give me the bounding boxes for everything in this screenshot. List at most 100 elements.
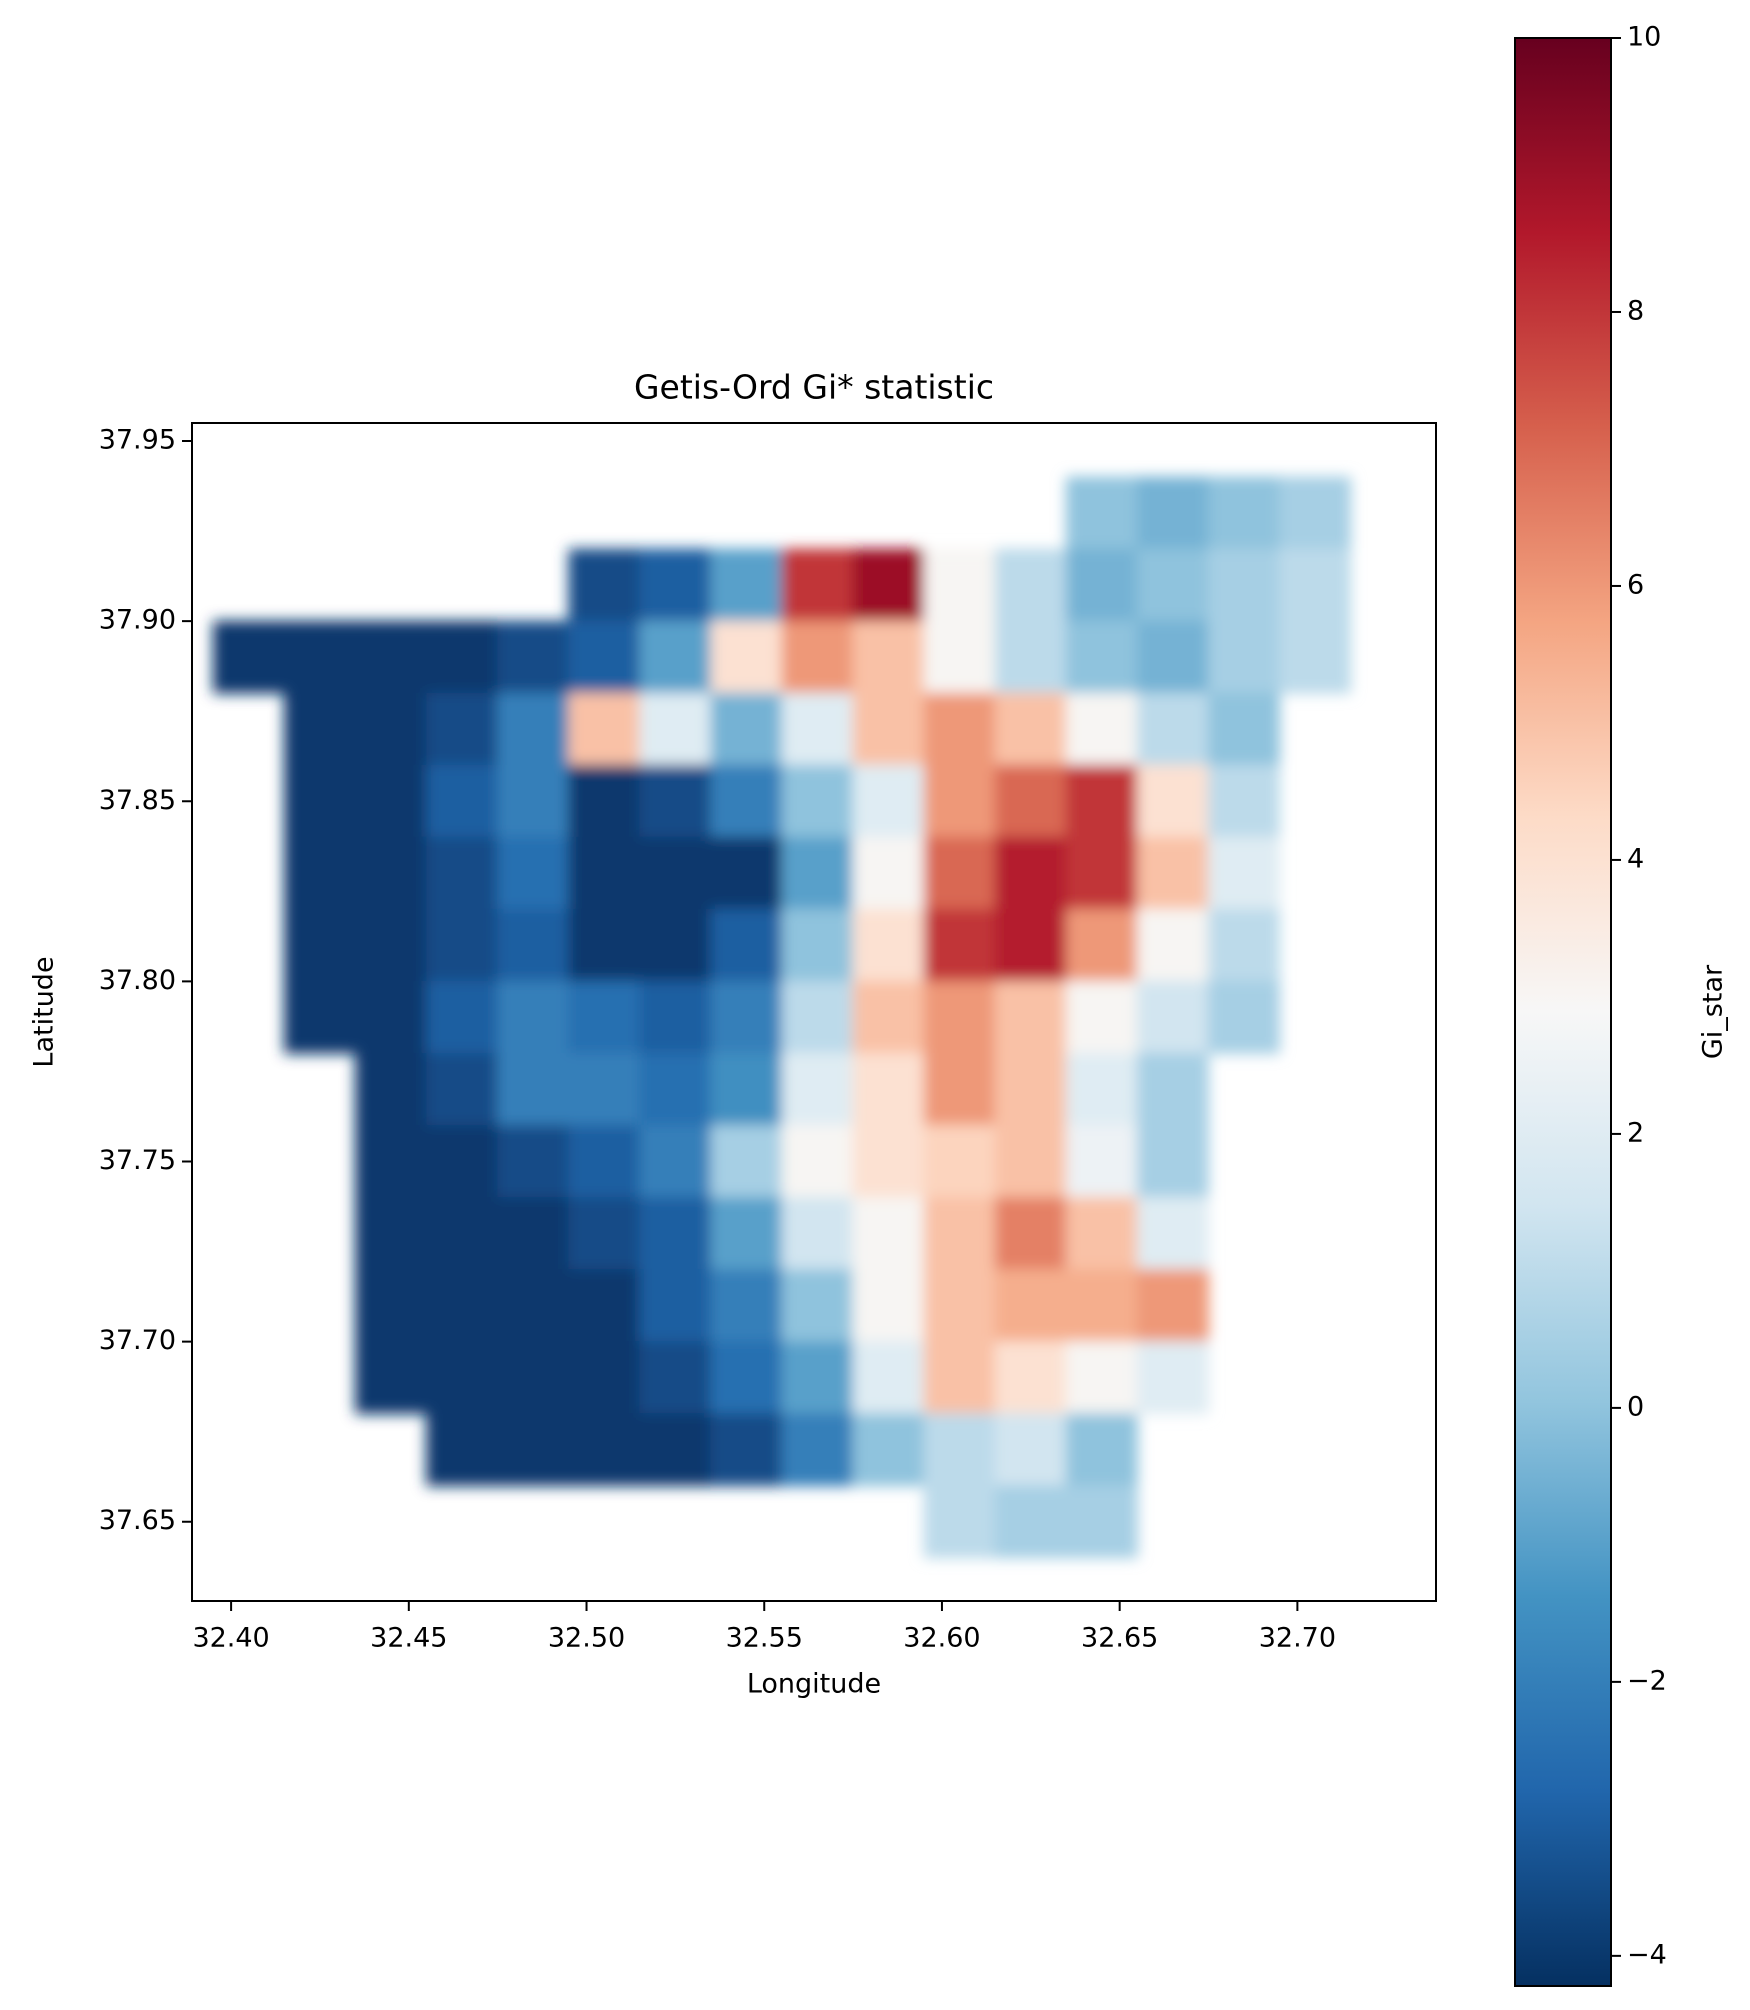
heat-cell <box>781 908 854 982</box>
heat-cell <box>283 908 356 982</box>
heat-cell <box>994 1197 1067 1271</box>
colorbar <box>1515 38 1611 1986</box>
heat-cell <box>639 1341 712 1415</box>
heat-cell <box>1208 476 1281 550</box>
heat-cell <box>710 764 783 838</box>
heat-cell <box>923 548 996 622</box>
heat-cell <box>283 980 356 1054</box>
heat-cell <box>923 692 996 766</box>
heatmap-cells <box>212 476 1352 1559</box>
heat-cell <box>710 620 783 694</box>
y-axis-label: Latitude <box>29 956 60 1067</box>
heat-cell <box>497 1197 570 1271</box>
heat-cell <box>1065 692 1138 766</box>
y-tick-label: 37.75 <box>99 1145 176 1176</box>
heat-cell <box>994 692 1067 766</box>
heat-cell <box>354 980 428 1054</box>
heat-cell <box>426 1197 499 1271</box>
heat-cell <box>497 1052 570 1126</box>
colorbar-label: Gi_star <box>1698 964 1729 1059</box>
colorbar-tick-label: 6 <box>1627 569 1644 600</box>
heat-cell <box>923 908 996 982</box>
heat-cell <box>1136 1269 1210 1343</box>
heat-cell <box>1136 1197 1210 1271</box>
heat-cell <box>283 692 356 766</box>
heat-cell <box>994 1124 1067 1199</box>
heat-cell <box>923 980 996 1054</box>
y-tick-label: 37.65 <box>99 1505 176 1536</box>
x-tick-label: 32.60 <box>903 1623 980 1654</box>
heat-cell <box>497 764 570 838</box>
heat-cell <box>1208 908 1281 982</box>
y-tick-label: 37.85 <box>99 785 176 816</box>
heat-cell <box>852 1413 925 1487</box>
heat-cell <box>426 1341 499 1415</box>
heat-cell <box>1136 692 1210 766</box>
heat-cell <box>781 980 854 1054</box>
heat-cell <box>1208 548 1281 622</box>
heat-cell <box>923 1485 996 1559</box>
x-tick-label: 32.45 <box>370 1623 447 1654</box>
heat-cell <box>994 1485 1067 1559</box>
heat-cell <box>1136 620 1210 694</box>
heat-cell <box>568 548 641 622</box>
heat-cell <box>639 692 712 766</box>
heat-cell <box>426 764 499 838</box>
heat-cell <box>1279 548 1352 622</box>
heat-cell <box>639 548 712 622</box>
heat-cell <box>354 1052 428 1126</box>
heat-cell <box>1065 764 1138 838</box>
heat-cell <box>1208 620 1281 694</box>
heat-cell <box>923 1052 996 1126</box>
heat-cell <box>1136 1124 1210 1199</box>
heat-cell <box>639 764 712 838</box>
heat-cell <box>994 1341 1067 1415</box>
heat-cell <box>852 980 925 1054</box>
heat-cell <box>852 1197 925 1271</box>
heat-cell <box>497 1124 570 1199</box>
heat-cell <box>426 1052 499 1126</box>
y-tick-label: 37.95 <box>99 425 176 456</box>
heat-cell <box>639 908 712 982</box>
colorbar-tick-label: 0 <box>1627 1391 1644 1422</box>
colorbar-tick-label: 8 <box>1627 295 1644 326</box>
heat-cell <box>994 1052 1067 1126</box>
x-axis-label: Longitude <box>747 1669 881 1700</box>
plot-frame <box>191 422 1437 1602</box>
heat-cell <box>781 1269 854 1343</box>
heat-cell <box>1208 692 1281 766</box>
heat-cell <box>710 908 783 982</box>
heat-cell <box>497 1413 570 1487</box>
heat-cell <box>710 1341 783 1415</box>
heat-cell <box>568 1413 641 1487</box>
heat-cell <box>568 1197 641 1271</box>
heat-cell <box>568 764 641 838</box>
heat-cell <box>710 1124 783 1199</box>
chart-title: Getis-Ord Gi* statistic <box>634 368 994 407</box>
heat-cell <box>426 908 499 982</box>
heat-cell <box>639 620 712 694</box>
heat-cell <box>1065 1341 1138 1415</box>
heat-cell <box>1065 548 1138 622</box>
colorbar-tick-label: 10 <box>1627 22 1661 53</box>
heat-cell <box>283 764 356 838</box>
heat-cell <box>1208 980 1281 1054</box>
heat-cell <box>781 1197 854 1271</box>
heat-cell <box>354 692 428 766</box>
heat-cell <box>639 1052 712 1126</box>
heat-cell <box>852 1269 925 1343</box>
heat-cell <box>497 1341 570 1415</box>
heat-cell <box>639 1413 712 1487</box>
colorbar-tick-label: 2 <box>1627 1117 1644 1148</box>
heat-cell <box>283 620 356 694</box>
heat-cell <box>994 620 1067 694</box>
heat-cell <box>1136 764 1210 838</box>
heat-cell <box>852 1052 925 1126</box>
x-tick-label: 32.40 <box>192 1623 269 1654</box>
heat-cell <box>994 980 1067 1054</box>
heat-cell <box>994 1269 1067 1343</box>
heat-cell <box>1065 1197 1138 1271</box>
heat-cell <box>354 1197 428 1271</box>
heat-cell <box>710 548 783 622</box>
